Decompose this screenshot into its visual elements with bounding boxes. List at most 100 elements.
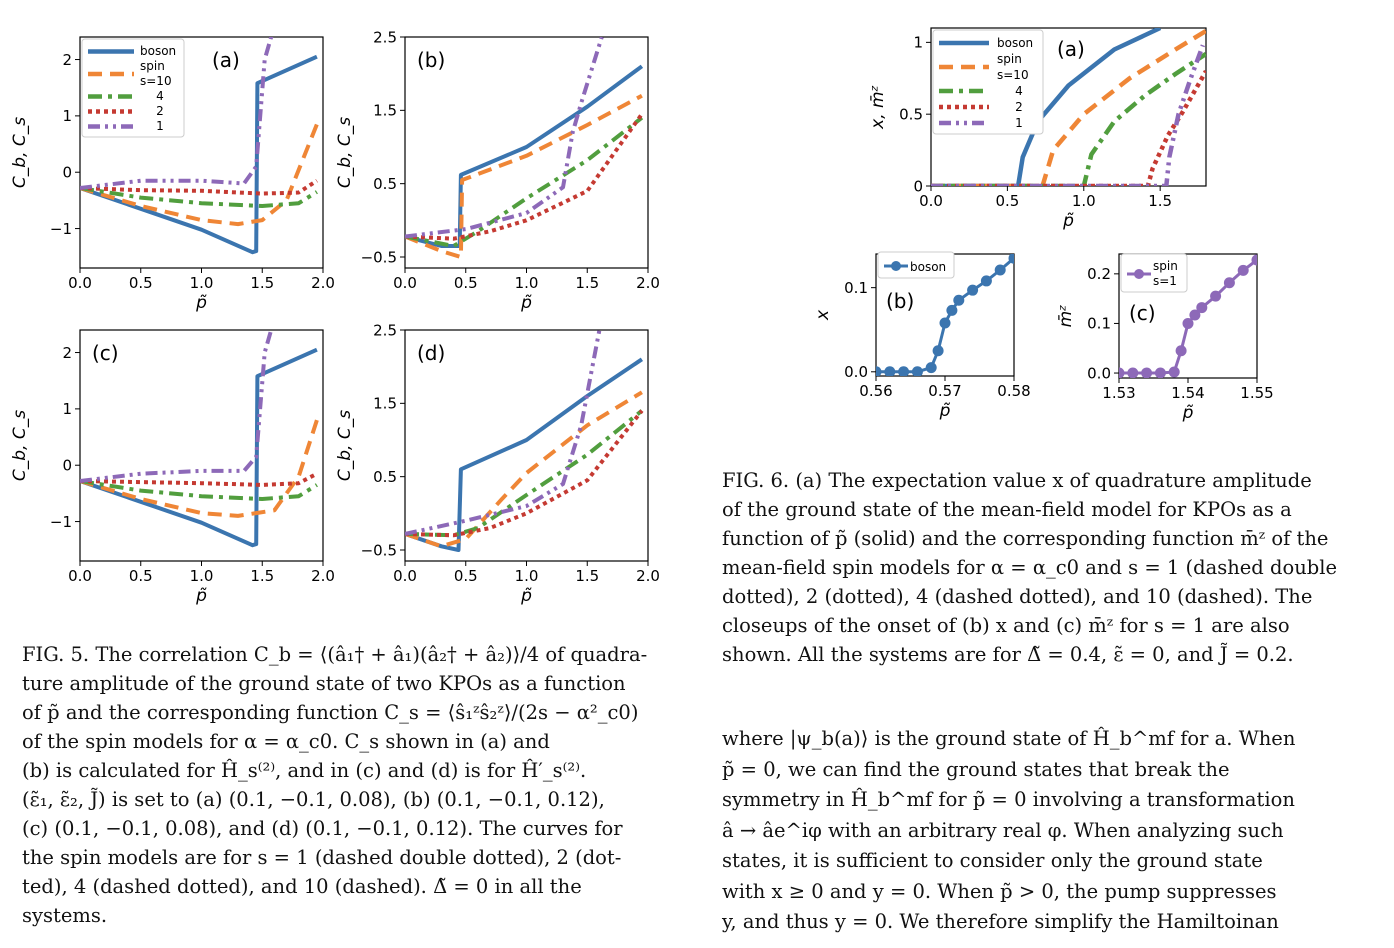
data-point: [925, 362, 937, 374]
data-point: [1008, 254, 1014, 264]
x-tick-label: 1.0: [515, 567, 539, 585]
x-axis-label: p̃: [195, 293, 207, 313]
y-tick-label: 0.5: [899, 105, 923, 123]
y-tick-label: 1: [62, 107, 72, 125]
fig6-caption-line-2: of the ground state of the mean-field mo…: [722, 498, 1292, 521]
fig5-caption-line-1: FIG. 5. The correlation C_b = ⟨(â₁† + â₁…: [22, 643, 648, 666]
legend-label: boson: [997, 36, 1033, 50]
series-line-4: [80, 479, 318, 501]
series-group: [1119, 254, 1257, 378]
legend-label: boson: [140, 44, 176, 58]
x-tick-label: 2.0: [636, 274, 660, 292]
y-axis-label: C_b, C_s: [335, 410, 355, 481]
y-axis-label: C_b, C_s: [10, 117, 30, 188]
legend-label: 4: [156, 89, 164, 103]
panel-label: (b): [417, 48, 445, 72]
series-line-spin-s-10: [931, 28, 1206, 186]
fig6-caption-line-3: function of p̃ (solid) and the correspon…: [722, 527, 1329, 550]
x-tick-label: 2.0: [311, 274, 335, 292]
y-axis-label: m̄ᶻ: [1056, 305, 1076, 328]
fig5-caption-line-9: ted), 4 (dashed dotted), and 10 (dashed)…: [22, 875, 582, 898]
series-line-2: [80, 179, 318, 196]
y-tick-label: 1: [913, 34, 923, 52]
panel-label: (c): [1129, 301, 1156, 325]
legend-label: 1: [1015, 116, 1023, 130]
x-tick-label: 1.0: [190, 567, 214, 585]
data-point: [898, 366, 910, 376]
fig6-panel-a: 0.0 0.5 1.0 1.5 0 0.5 1 p̃ x, m̄ᶻ (a): [868, 27, 1207, 231]
y-tick-label: 2.5: [373, 28, 397, 46]
x-tick-label: 0.0: [393, 567, 417, 585]
y-tick-label: 1: [62, 400, 72, 418]
x-tick-label: 0.0: [393, 274, 417, 292]
series-line-2: [931, 69, 1206, 186]
x-tick-label: 0.0: [68, 274, 92, 292]
data-point: [1196, 302, 1208, 314]
series-group: [405, 37, 644, 259]
x-tick-label: 0.58: [997, 382, 1030, 400]
x-tick-label: 1.54: [1171, 384, 1204, 402]
legend-box: [932, 29, 1044, 135]
series-line-4: [405, 116, 644, 248]
legend: boson spin s=10 4 2 1: [932, 29, 1044, 135]
x-tick-label: 0.0: [919, 192, 943, 210]
y-axis-label: C_b, C_s: [335, 117, 355, 188]
fig5-caption-line-10: systems.: [22, 904, 108, 927]
data-point: [953, 294, 965, 306]
y-tick-label: 0.5: [373, 468, 397, 486]
x-axis-label: p̃: [1182, 403, 1194, 423]
series-group: [876, 254, 1014, 376]
legend-label: spin: [997, 52, 1022, 66]
series-line-boson: [405, 64, 644, 248]
x-axis-label: p̃: [195, 586, 207, 606]
y-tick-label: 0.1: [844, 279, 868, 297]
data-point: [876, 366, 882, 376]
legend-label: boson: [910, 260, 946, 274]
series-line-2: [80, 471, 318, 487]
y-tick-label: 0: [62, 456, 72, 474]
x-tick-label: 1.5: [1148, 192, 1172, 210]
x-tick-label: 0.5: [129, 274, 153, 292]
data-point: [1119, 367, 1125, 378]
body-line-7: y, and thus y = 0. We therefore simplify…: [722, 910, 1279, 933]
x-axis-label: p̃: [939, 401, 951, 421]
body-line-2: p̃ = 0, we can find the ground states th…: [722, 757, 1230, 781]
legend-label: spin: [140, 59, 165, 73]
y-tick-label: 0.5: [373, 175, 397, 193]
series-group: [80, 330, 319, 548]
y-axis-label: x: [813, 309, 833, 321]
data-point: [1182, 317, 1194, 329]
x-tick-label: 2.0: [311, 567, 335, 585]
data-point: [1210, 290, 1222, 302]
fig5-panel-3: 0.0 0.5 1.0 1.5 2.0 −1 0 1 2 p̃ C_b, C_s (c): [10, 329, 335, 606]
series-line-1: [405, 37, 604, 239]
x-tick-label: 0.5: [454, 567, 478, 585]
y-tick-label: 0: [913, 177, 923, 195]
x-tick-label: 1.5: [575, 567, 599, 585]
panel-label: (a): [212, 48, 240, 72]
fig6-caption-line-4: mean-field spin models for α = α_c0 and …: [722, 556, 1338, 579]
legend-marker: [891, 261, 901, 271]
body-line-1: where |ψ_b(a)⟩ is the ground state of Ĥ_…: [722, 727, 1296, 750]
figure-5-caption: FIG. 5. The correlation C_b = ⟨(â₁† + â₁…: [22, 640, 674, 930]
y-tick-label: 2: [62, 51, 72, 69]
panel-label: (b): [886, 289, 914, 313]
x-tick-label: 0.57: [928, 382, 961, 400]
y-axis-label: x, m̄ᶻ: [868, 85, 888, 130]
fig5-caption-line-5: (b) is calculated for Ĥ_s⁽²⁾, and in (c)…: [22, 759, 587, 782]
x-tick-label: 1.0: [515, 274, 539, 292]
fig5-caption-line-8: the spin models are for s = 1 (dashed do…: [22, 846, 622, 869]
fig5-panel-4: 0.0 0.5 1.0 1.5 2.0 −0.5 0.5 1.5 2.5 p̃ C_b, C_s (d…: [335, 321, 660, 606]
y-tick-label: 2.5: [373, 321, 397, 339]
series-line-spin-s-10: [405, 93, 643, 259]
data-point: [1223, 277, 1235, 289]
legend-label: s=10: [997, 68, 1029, 82]
body-text: where |ψ_b(a)⟩ is the ground state of Ĥ_…: [722, 724, 1348, 938]
x-tick-label: 1.5: [250, 567, 274, 585]
fig6-caption-line-6: closeups of the onset of (b) x and (c) m…: [722, 614, 1290, 637]
series-line-boson: [80, 347, 318, 548]
y-tick-label: 0.0: [844, 363, 868, 381]
x-axis-label: p̃: [520, 293, 532, 313]
